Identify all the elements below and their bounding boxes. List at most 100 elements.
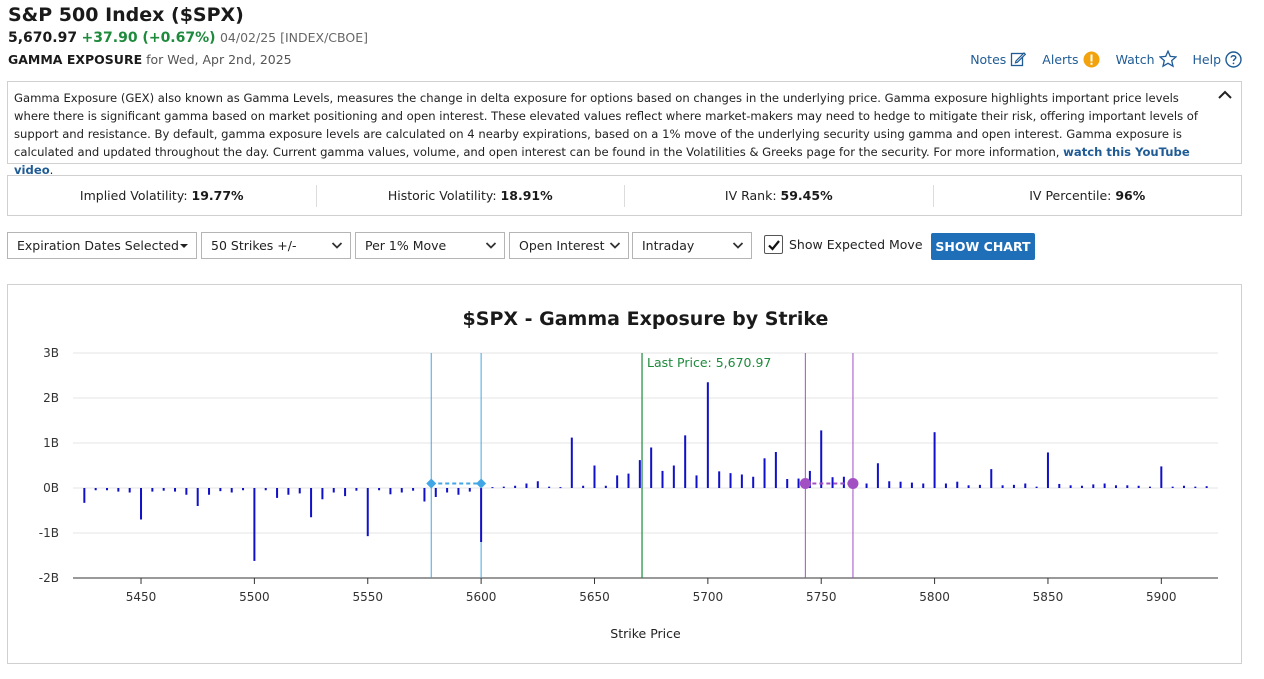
gamma-bar — [412, 488, 415, 491]
gamma-bar — [344, 488, 347, 497]
gamma-bar — [1114, 485, 1117, 488]
page-title: S&P 500 Index ($SPX) — [8, 4, 244, 26]
gamma-bar — [740, 474, 743, 488]
gamma-exposure-chart: $SPX - Gamma Exposure by Strike -2B -1B 0B 1… — [7, 284, 1242, 664]
gamma-bar — [94, 488, 97, 491]
move-select[interactable]: Per 1% Move — [355, 232, 505, 259]
gamma-bar — [876, 463, 879, 488]
gamma-bar — [287, 488, 290, 495]
help-link[interactable]: Help — [1193, 50, 1243, 68]
last-price-label: Last Price: 5,670.97 — [647, 355, 771, 370]
gamma-bar — [1126, 485, 1129, 488]
x-tick-label: 5850 — [1033, 590, 1064, 604]
show-expected-move-toggle[interactable]: Show Expected Move — [764, 235, 923, 254]
gex-description-panel: Gamma Exposure (GEX) also known as Gamma… — [7, 81, 1242, 177]
move-value: Per 1% Move — [365, 238, 447, 253]
gamma-bar — [514, 485, 517, 488]
stat-value: 59.45% — [780, 187, 833, 203]
section-date: for Wed, Apr 2nd, 2025 — [146, 52, 292, 67]
gamma-bar — [570, 437, 573, 488]
gamma-bar — [967, 485, 970, 488]
y-tick-label: -1B — [39, 526, 59, 540]
gamma-bar — [990, 469, 993, 488]
gamma-bar — [1069, 485, 1072, 488]
x-axis-title: Strike Price — [610, 626, 681, 641]
gamma-bar — [366, 488, 369, 537]
gamma-bar — [83, 488, 86, 503]
gamma-bar — [457, 488, 460, 495]
x-tick-label: 5600 — [466, 590, 497, 604]
x-tick-label: 5800 — [919, 590, 950, 604]
gamma-bar — [650, 447, 653, 488]
period-value: Intraday — [642, 238, 695, 253]
gamma-bar — [1205, 486, 1208, 488]
price-change: +37.90 (+0.67%) — [81, 30, 216, 46]
gamma-bar — [1182, 485, 1185, 488]
gamma-bar — [831, 477, 834, 488]
gamma-bar — [128, 488, 131, 493]
gamma-bar — [242, 488, 245, 491]
quote-line: 5,670.97 +37.90 (+0.67%) 04/02/25 [INDEX… — [8, 30, 368, 46]
youtube-video-link[interactable]: watch this YouTube video — [14, 145, 1190, 177]
notes-label: Notes — [970, 51, 1007, 67]
star-icon — [1158, 50, 1177, 68]
gamma-bar — [842, 476, 845, 488]
collapse-description-button[interactable] — [1217, 88, 1233, 106]
chart-svg: $SPX - Gamma Exposure by Strike -2B -1B 0B 1… — [39, 308, 1218, 641]
show-expected-move-checkbox[interactable] — [764, 235, 783, 254]
gamma-bar — [355, 488, 358, 491]
gamma-bar — [1024, 483, 1027, 488]
gamma-bar — [797, 478, 800, 488]
edit-note-icon — [1011, 52, 1027, 67]
notes-link[interactable]: Notes — [970, 50, 1027, 68]
gamma-bar — [185, 488, 188, 495]
watch-link[interactable]: Watch — [1116, 50, 1177, 68]
gamma-bar — [536, 481, 539, 488]
chevron-down-icon — [485, 242, 497, 249]
gamma-bar — [310, 488, 313, 518]
gamma-bar — [502, 486, 505, 488]
gamma-bar — [298, 488, 301, 494]
gamma-bar — [321, 488, 324, 500]
description-text: Gamma Exposure (GEX) also known as Gamma… — [14, 91, 1198, 159]
x-tick-label: 5900 — [1146, 590, 1177, 604]
period-select[interactable]: Intraday — [632, 232, 752, 259]
help-label: Help — [1192, 51, 1222, 67]
stat-historic-volatility: Historic Volatility: 18.91% — [317, 184, 625, 207]
chevron-down-icon — [732, 242, 744, 249]
gamma-bar — [434, 488, 437, 497]
gamma-bar — [786, 479, 789, 488]
gamma-bar — [820, 430, 823, 488]
strikes-select[interactable]: 50 Strikes +/- — [201, 232, 351, 259]
gamma-bar — [922, 483, 925, 488]
expected-move-high-marker — [799, 478, 811, 489]
expected-move-low-marker — [426, 478, 437, 489]
gamma-bar — [1148, 486, 1151, 488]
alerts-link[interactable]: Alerts — [1042, 50, 1100, 68]
stat-label: Implied Volatility: — [79, 187, 188, 203]
gamma-bar — [593, 465, 596, 488]
chart-title: $SPX - Gamma Exposure by Strike — [463, 308, 829, 330]
stat-label: IV Percentile: — [1029, 187, 1112, 203]
gamma-bar — [276, 488, 279, 498]
gamma-bar — [718, 471, 721, 488]
expected-move-high-marker — [847, 478, 859, 489]
expiration-dates-value: Expiration Dates Selected — [17, 238, 179, 253]
stat-iv-rank: IV Rank: 59.45% — [625, 184, 934, 207]
watch-label: Watch — [1115, 51, 1155, 67]
gamma-bar — [729, 473, 732, 488]
x-tick-label: 5500 — [239, 590, 270, 604]
x-tick-label: 5550 — [352, 590, 383, 604]
expiration-dates-dropdown[interactable]: Expiration Dates Selected — [7, 232, 197, 259]
gamma-bar — [378, 488, 381, 491]
last-price: 5,670.97 — [8, 30, 78, 46]
checkmark-icon — [767, 239, 780, 251]
gamma-bar — [446, 488, 449, 493]
show-chart-button[interactable]: SHOW CHART — [931, 233, 1035, 260]
gamma-bar — [604, 485, 607, 488]
y-tick-label: 2B — [43, 391, 59, 405]
gamma-bar — [525, 483, 528, 488]
gamma-bar — [264, 488, 267, 491]
gamma-bar — [1137, 485, 1140, 488]
open-interest-select[interactable]: Open Interest — [509, 232, 629, 259]
